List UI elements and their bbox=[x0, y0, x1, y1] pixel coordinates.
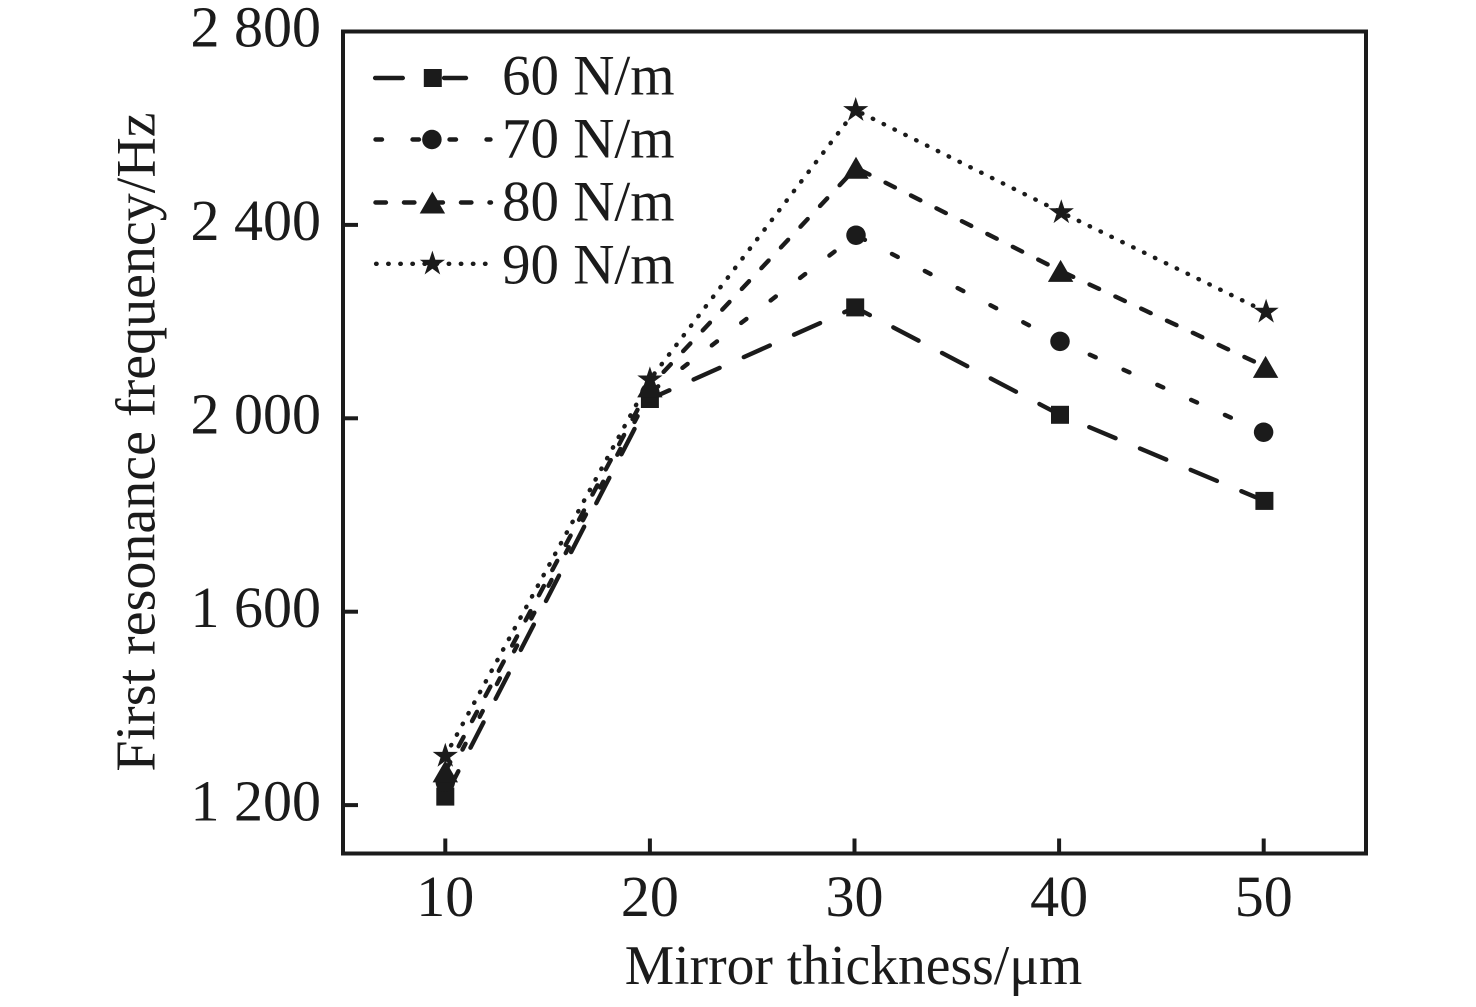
svg-text:90 N/m: 90 N/m bbox=[502, 234, 675, 297]
svg-text:1 600: 1 600 bbox=[191, 575, 322, 640]
svg-text:80 N/m: 80 N/m bbox=[502, 171, 675, 234]
svg-text:2 000: 2 000 bbox=[191, 382, 322, 447]
svg-text:20: 20 bbox=[621, 864, 679, 929]
svg-text:1 200: 1 200 bbox=[191, 769, 322, 834]
svg-text:40: 40 bbox=[1030, 864, 1088, 929]
svg-text:50: 50 bbox=[1235, 864, 1293, 929]
svg-text:First resonance frequency/Hz: First resonance frequency/Hz bbox=[106, 112, 168, 771]
svg-text:Mirror thickness/μm: Mirror thickness/μm bbox=[625, 935, 1083, 997]
svg-text:30: 30 bbox=[826, 864, 884, 929]
svg-text:60 N/m: 60 N/m bbox=[502, 45, 675, 108]
svg-text:2 800: 2 800 bbox=[191, 0, 322, 60]
svg-text:70 N/m: 70 N/m bbox=[502, 108, 675, 171]
svg-text:10: 10 bbox=[416, 864, 474, 929]
svg-text:2 400: 2 400 bbox=[191, 188, 322, 253]
